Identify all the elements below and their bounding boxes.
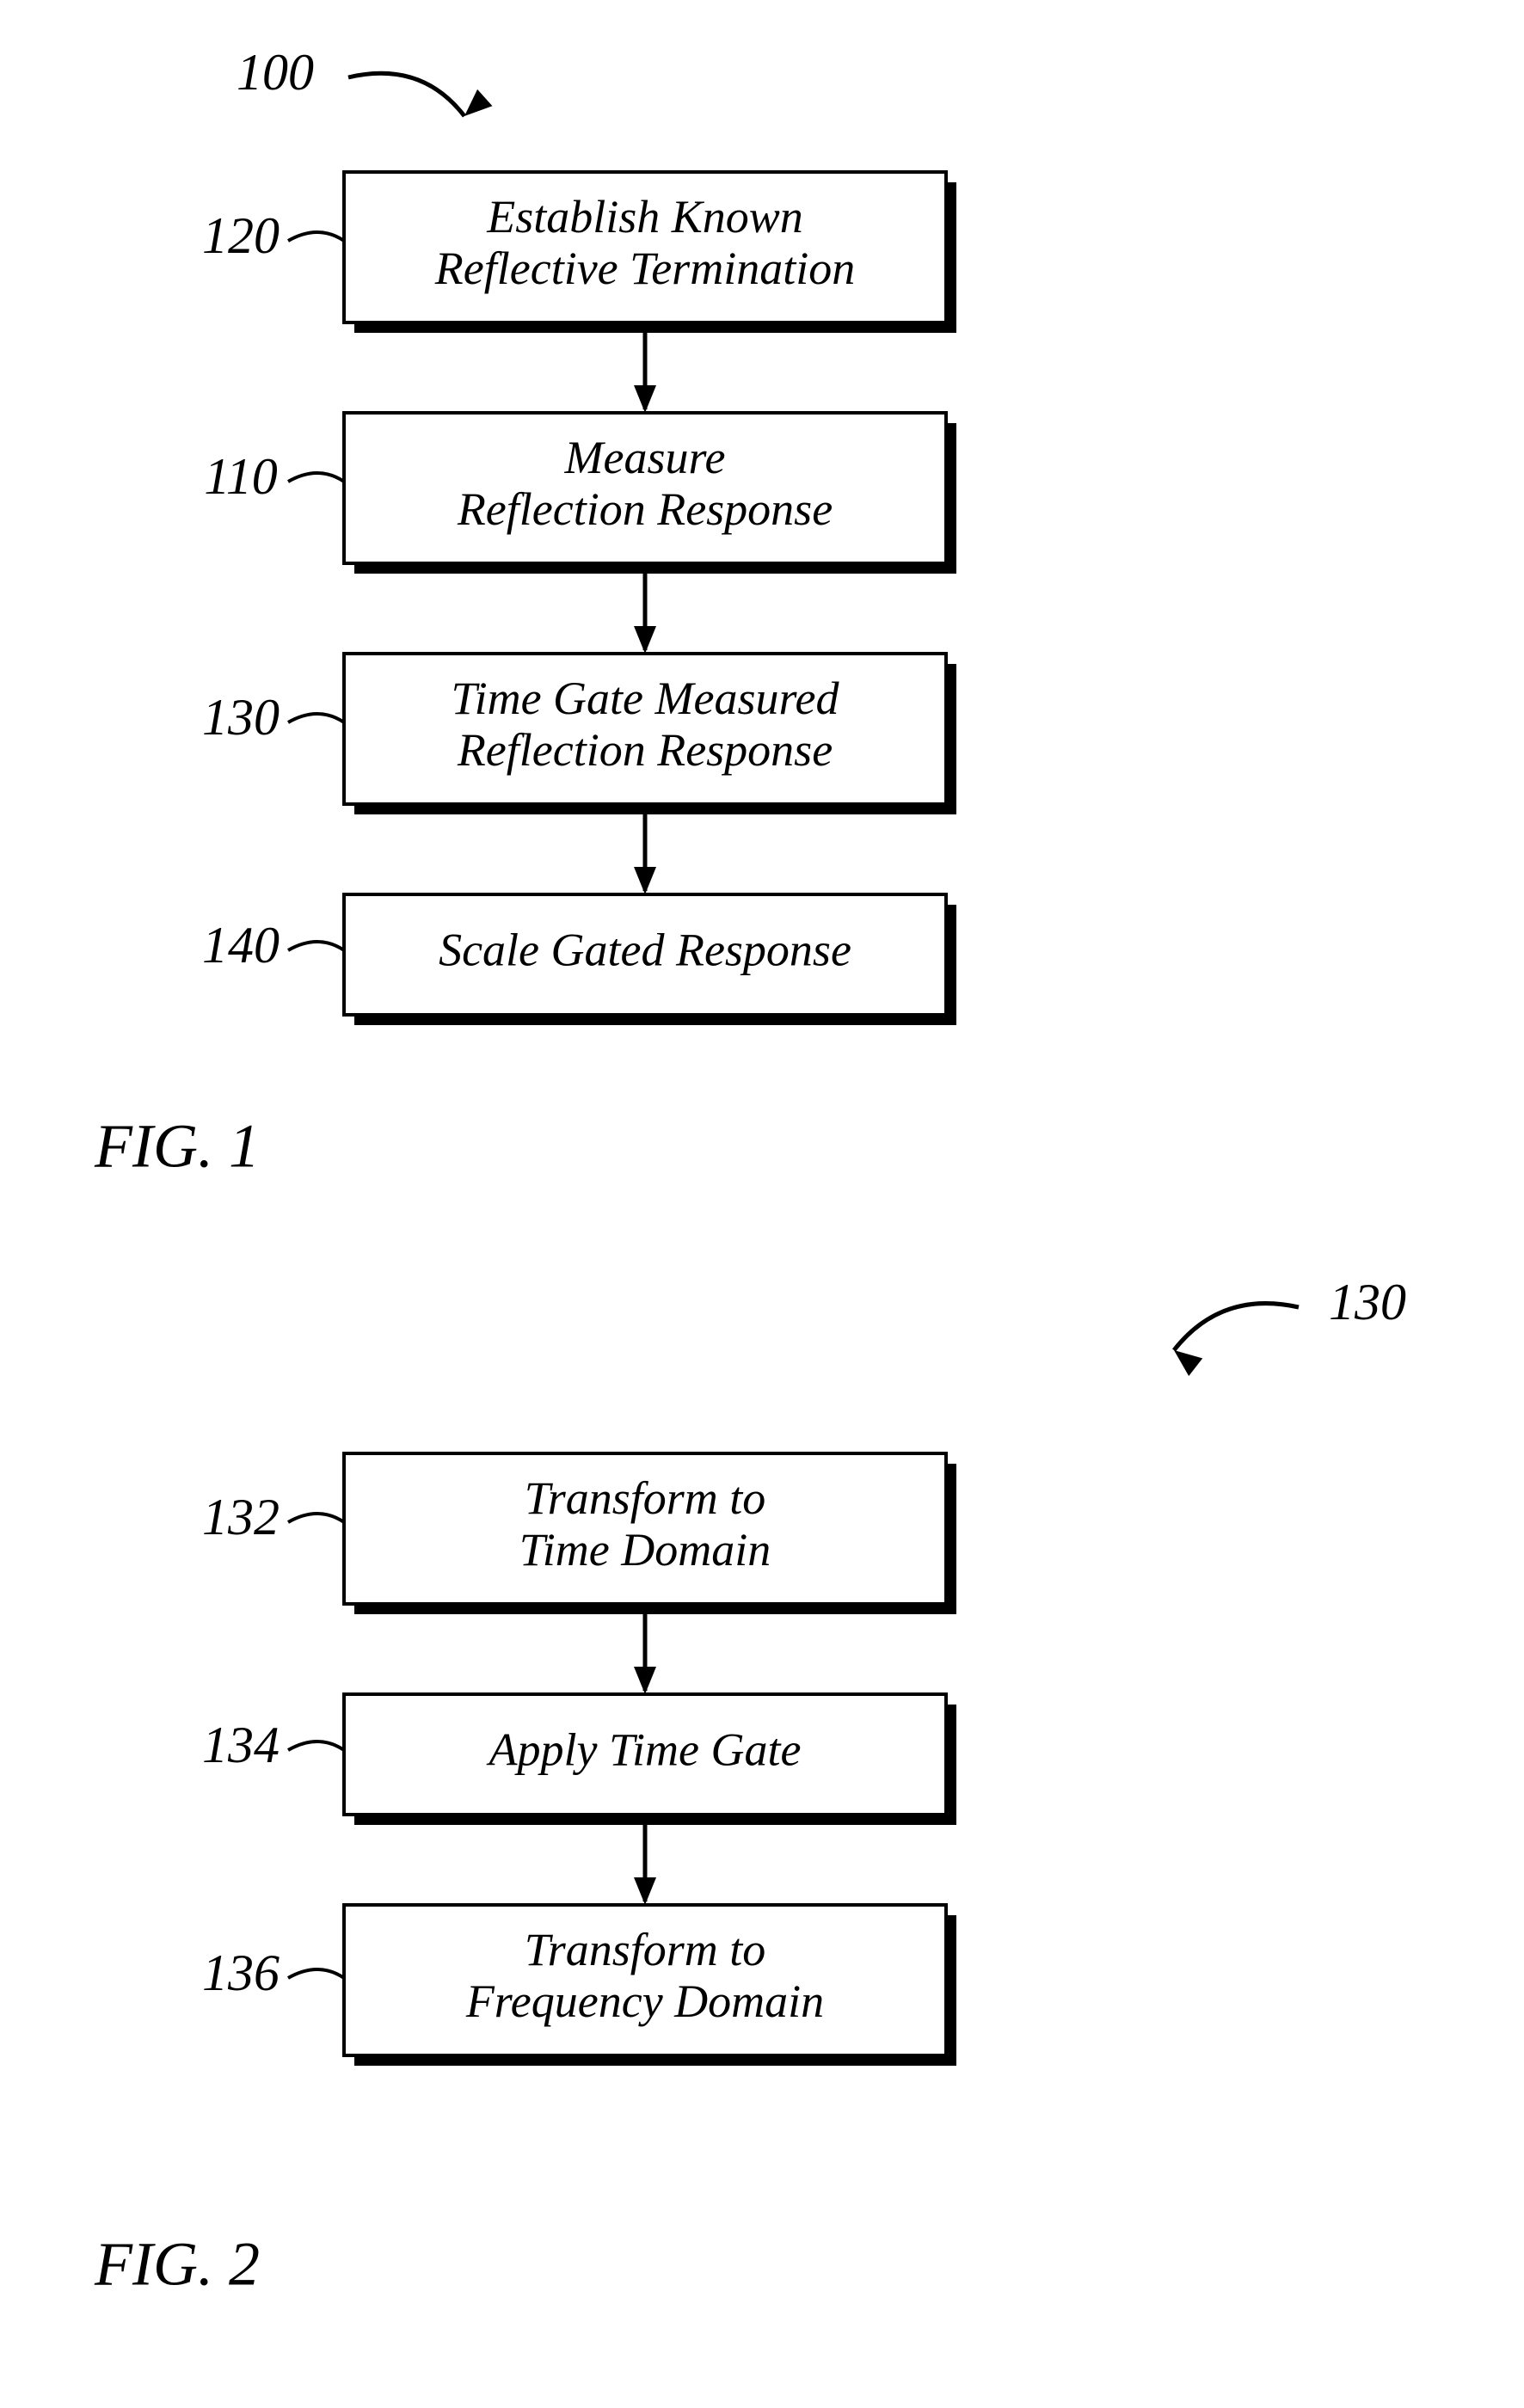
lead-110 <box>288 473 344 482</box>
arrowhead <box>634 626 656 654</box>
box-label-110-line0: Measure <box>564 432 726 483</box>
lead-120 <box>288 232 344 241</box>
box-label-120-line1: Reflective Termination <box>434 243 855 294</box>
ref-120: 120 <box>202 207 280 264</box>
arrowhead <box>1167 1342 1202 1376</box>
box-label-132-line0: Transform to <box>525 1472 766 1524</box>
box-label-130-line0: Time Gate Measured <box>452 673 840 724</box>
ref-140: 140 <box>202 917 280 974</box>
lead-132 <box>288 1514 344 1522</box>
fig-ref-100: 100 <box>237 44 314 101</box>
ref-136: 136 <box>202 1944 280 2001</box>
fig-ref-arc-100 <box>348 73 464 116</box>
figure-caption: FIG. 2 <box>94 2230 260 2299</box>
ref-132: 132 <box>202 1489 280 1545</box>
box-label-110-line1: Reflection Response <box>457 483 833 535</box>
lead-140 <box>288 942 344 950</box>
ref-110: 110 <box>204 448 278 505</box>
box-label-140-line0: Scale Gated Response <box>439 924 851 975</box>
box-label-136-line1: Frequency Domain <box>465 1975 824 2027</box>
box-label-132-line1: Time Domain <box>519 1524 771 1576</box>
lead-134 <box>288 1742 344 1750</box>
arrowhead <box>457 89 492 125</box>
lead-130 <box>288 714 344 722</box>
box-label-130-line1: Reflection Response <box>457 724 833 776</box>
fig-ref-arc-130 <box>1174 1304 1299 1350</box>
ref-134: 134 <box>202 1717 280 1773</box>
lead-136 <box>288 1969 344 1978</box>
arrowhead <box>634 1877 656 1905</box>
box-label-120-line0: Establish Known <box>486 191 803 243</box>
arrowhead <box>634 1667 656 1694</box>
box-label-136-line0: Transform to <box>525 1924 766 1975</box>
arrowhead <box>634 385 656 413</box>
ref-130: 130 <box>202 689 280 746</box>
figure-caption: FIG. 1 <box>94 1112 260 1181</box>
fig-ref-130: 130 <box>1329 1274 1406 1330</box>
box-label-134-line0: Apply Time Gate <box>487 1723 802 1775</box>
arrowhead <box>634 867 656 894</box>
